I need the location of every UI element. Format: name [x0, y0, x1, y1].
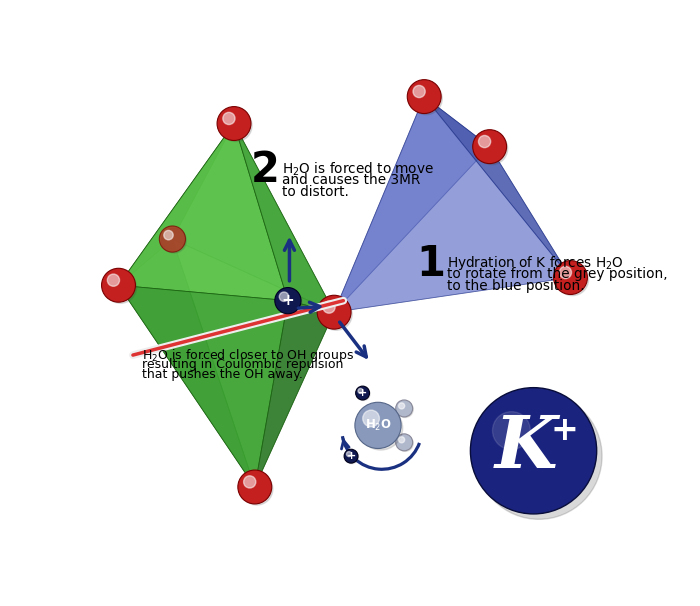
Text: to the blue position.: to the blue position. — [447, 279, 585, 293]
Circle shape — [470, 388, 596, 514]
Polygon shape — [334, 96, 490, 312]
Circle shape — [345, 450, 358, 464]
Polygon shape — [334, 96, 570, 312]
Circle shape — [220, 110, 252, 142]
Circle shape — [475, 133, 507, 165]
Circle shape — [275, 288, 301, 314]
Polygon shape — [424, 96, 570, 278]
Text: +: + — [346, 451, 356, 461]
Circle shape — [344, 449, 358, 463]
Circle shape — [410, 82, 442, 115]
Polygon shape — [255, 301, 334, 487]
Circle shape — [160, 226, 186, 252]
Text: resulting in Coulombic repulsion: resulting in Coulombic repulsion — [141, 358, 343, 371]
Circle shape — [358, 388, 363, 393]
Circle shape — [395, 434, 413, 451]
Circle shape — [363, 410, 379, 427]
Circle shape — [413, 85, 425, 98]
Circle shape — [277, 290, 302, 315]
Circle shape — [493, 411, 531, 450]
Circle shape — [107, 274, 120, 286]
Polygon shape — [334, 147, 570, 312]
Text: to distort.: to distort. — [281, 185, 349, 199]
Circle shape — [320, 298, 352, 330]
Circle shape — [476, 393, 602, 519]
Polygon shape — [172, 124, 334, 312]
Circle shape — [346, 451, 351, 456]
Circle shape — [473, 130, 507, 164]
Text: to rotate from the grey position,: to rotate from the grey position, — [447, 267, 668, 281]
Text: and causes the 3MR: and causes the 3MR — [281, 173, 420, 187]
Circle shape — [223, 112, 235, 125]
Circle shape — [398, 437, 405, 443]
Text: Hydration of K forces H$_2$O: Hydration of K forces H$_2$O — [447, 255, 624, 273]
Text: 2: 2 — [251, 148, 279, 191]
Circle shape — [317, 295, 351, 329]
Circle shape — [559, 267, 571, 279]
Text: +: + — [550, 415, 578, 447]
Circle shape — [238, 470, 272, 504]
Circle shape — [479, 136, 491, 148]
Circle shape — [395, 400, 413, 417]
Text: 1: 1 — [416, 242, 445, 285]
Polygon shape — [118, 285, 288, 487]
Text: H$_2$O is forced to move: H$_2$O is forced to move — [281, 161, 434, 178]
Text: H$_2$O: H$_2$O — [365, 418, 391, 433]
Polygon shape — [118, 124, 234, 285]
Text: H$_2$O is forced closer to OH groups: H$_2$O is forced closer to OH groups — [141, 347, 354, 364]
Circle shape — [323, 301, 335, 313]
Circle shape — [357, 387, 370, 401]
Polygon shape — [118, 239, 255, 487]
Circle shape — [554, 261, 587, 295]
Text: that pushes the OH away.: that pushes the OH away. — [141, 368, 302, 381]
Circle shape — [244, 476, 256, 488]
Circle shape — [217, 107, 251, 141]
Circle shape — [104, 271, 136, 304]
Circle shape — [355, 402, 401, 448]
Circle shape — [398, 403, 405, 409]
Polygon shape — [172, 239, 334, 487]
Polygon shape — [234, 124, 334, 312]
Circle shape — [556, 264, 589, 296]
Circle shape — [164, 230, 173, 240]
Polygon shape — [118, 124, 288, 301]
Circle shape — [356, 386, 370, 400]
Text: K: K — [494, 412, 557, 483]
Circle shape — [359, 406, 402, 450]
Text: +: + — [358, 388, 368, 398]
Circle shape — [397, 401, 413, 418]
Circle shape — [279, 292, 288, 301]
Circle shape — [397, 435, 413, 451]
Circle shape — [407, 79, 441, 113]
Circle shape — [102, 268, 136, 302]
Circle shape — [241, 473, 273, 505]
Text: +: + — [281, 293, 294, 308]
Circle shape — [162, 228, 186, 253]
